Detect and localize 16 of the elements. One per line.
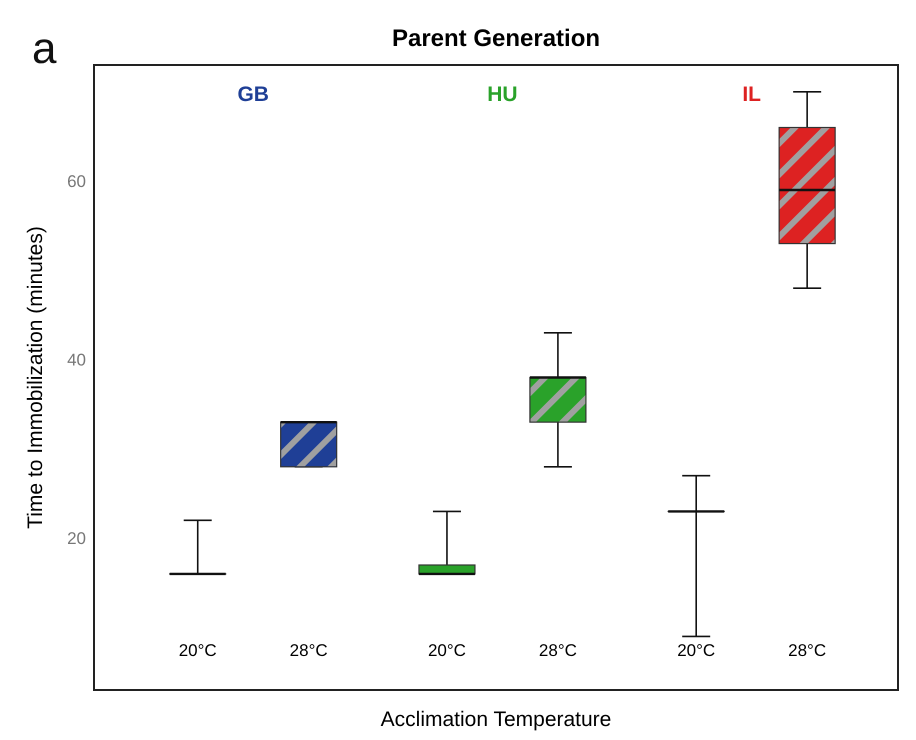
series-label: IL	[742, 83, 762, 106]
text: a	[32, 24, 57, 73]
x-tick-label: 20°C	[428, 641, 466, 660]
y-tick-label: 40	[67, 350, 86, 370]
chart-title: Parent Generation	[392, 25, 600, 52]
x-tick-label: 28°C	[538, 641, 577, 660]
text: HU	[487, 83, 518, 106]
x-axis-title: Acclimation Temperature	[380, 708, 612, 731]
x-tick-label: 20°C	[178, 641, 217, 660]
x-tick-label: 28°C	[290, 641, 328, 660]
y-tick-label: 60	[67, 172, 86, 192]
y-tick-label: 20	[67, 529, 86, 548]
text: GB	[237, 83, 269, 106]
x-tick-label: 20°C	[677, 641, 716, 660]
y-axis-title: Time to Immobilization (minutes)	[24, 226, 47, 529]
x-tick-label: 28°C	[788, 641, 826, 660]
